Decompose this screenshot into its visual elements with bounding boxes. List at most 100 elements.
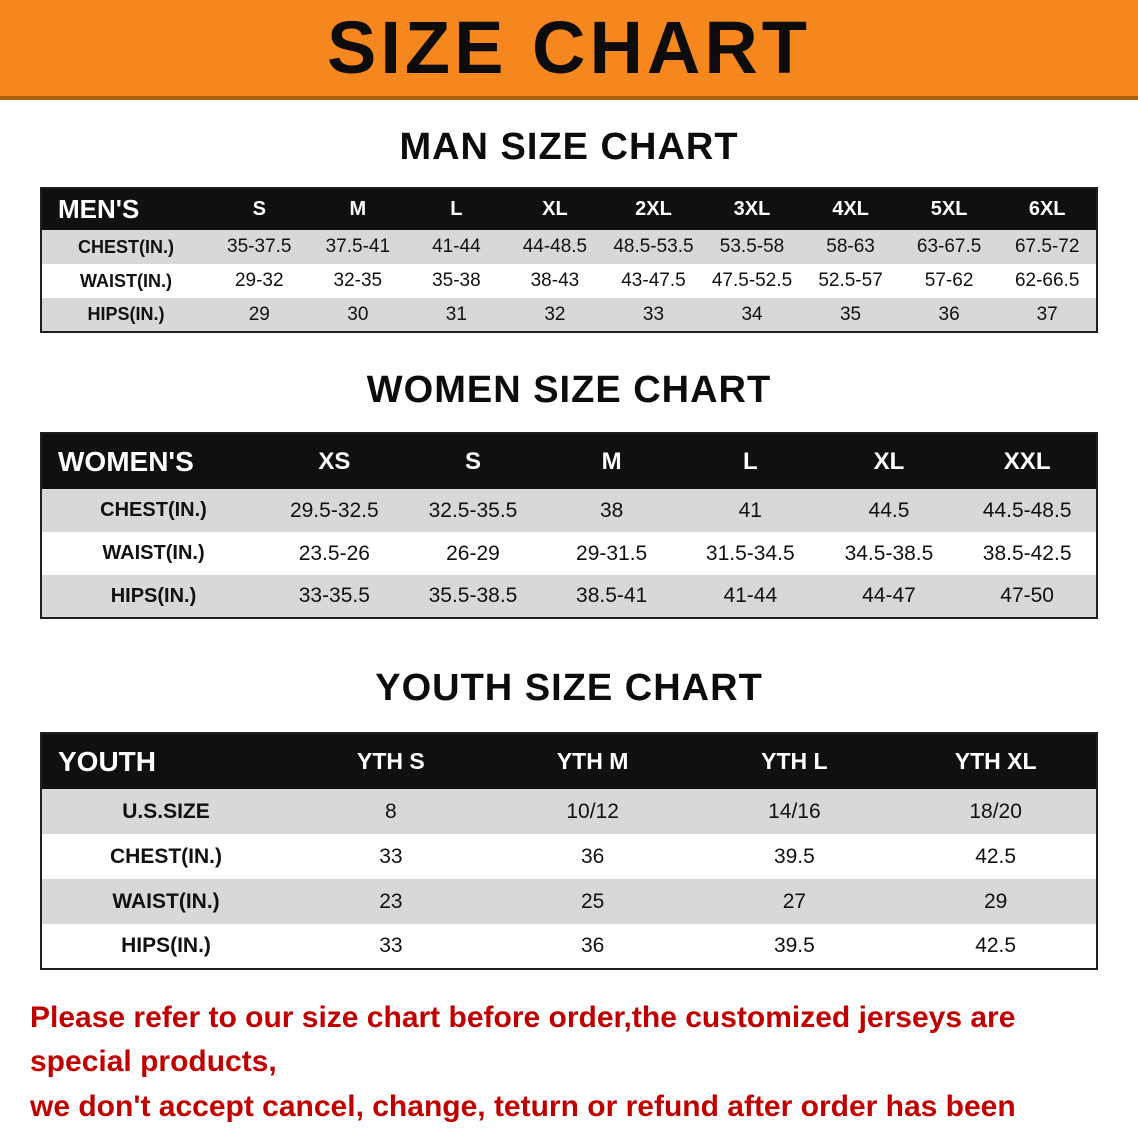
table-cell: 62-66.5 <box>1014 270 1080 291</box>
table-cell: 34.5-38.5 <box>844 541 934 565</box>
row-label: HIPS(IN.) <box>110 584 197 607</box>
table-row: WAIST(IN.) 23 25 27 29 <box>41 879 1097 924</box>
table-row: WAIST(IN.) 29-32 32-35 35-38 38-43 43-47.5 47.… <box>41 264 1097 298</box>
youth-size-table: YOUTH YTH S YTH M YTH L YTH XL U.S.SIZE 8 10/12… <box>40 732 1098 970</box>
column-header: 6XL <box>1028 198 1066 220</box>
column-header: 3XL <box>733 198 771 220</box>
column-header: YTH S <box>357 748 425 774</box>
row-label: CHEST(IN.) <box>78 236 174 257</box>
table-cell: 35-38 <box>432 270 481 291</box>
table-cell: 39.5 <box>773 934 815 957</box>
table-cell: 14/16 <box>768 799 821 823</box>
table-row: WAIST(IN.) 23.5-26 26-29 29-31.5 31.5-34.5 34… <box>41 532 1097 575</box>
table-cell: 47-50 <box>1000 584 1054 607</box>
table-cell: 33 <box>642 303 665 325</box>
section-heading-women: WOMEN SIZE CHART <box>366 369 772 411</box>
table-cell: 29.5-32.5 <box>289 498 379 522</box>
table-row: CHEST(IN.) 29.5-32.5 32.5-35.5 38 41 44.5 44.5… <box>41 489 1097 532</box>
section-heading-men: MAN SIZE CHART <box>399 126 739 168</box>
column-header: S <box>464 447 481 475</box>
table-cell: 57-62 <box>924 270 974 291</box>
table-cell: 31.5-34.5 <box>705 541 795 565</box>
table-cell: 26-29 <box>446 541 500 565</box>
table-cell: 67.5-72 <box>1014 236 1080 257</box>
table-cell: 43-47.5 <box>621 270 686 291</box>
table-cell: 47.5-52.5 <box>711 270 793 291</box>
column-header: L <box>450 198 463 220</box>
table-cell: 53.5-58 <box>719 236 785 257</box>
table-cell: 27 <box>782 889 807 913</box>
table-cell: 32 <box>544 303 566 325</box>
table-cell: 37 <box>1036 303 1058 325</box>
table-row: HIPS(IN.) 29 30 31 32 33 34 35 36 37 <box>41 298 1097 332</box>
header-row: WOMEN'S XS S M L XL XXL <box>41 433 1097 489</box>
banner: SIZE CHART <box>0 0 1138 100</box>
header-row: MEN'S S M L XL 2XL 3XL 4XL 5XL 6XL <box>41 188 1097 230</box>
notice-line-1: Please refer to our size chart before or… <box>30 1001 1016 1078</box>
table-cell: 37.5-41 <box>325 236 391 257</box>
table-cell: 36 <box>580 844 605 868</box>
column-header: XS <box>318 447 351 475</box>
table-cell: 44.5 <box>868 498 910 522</box>
table-cell: 29 <box>248 303 270 325</box>
row-label: WAIST(IN.) <box>102 542 205 564</box>
women-header-label: WOMEN'S <box>58 445 194 477</box>
table-cell: 38-43 <box>530 270 580 291</box>
table-cell: 42.5 <box>975 844 1017 868</box>
table-cell: 23.5-26 <box>298 541 370 565</box>
table-cell: 34 <box>741 303 763 325</box>
table-cell: 29-31.5 <box>576 541 648 565</box>
table-row: CHEST(IN.) 33 36 39.5 42.5 <box>41 834 1097 879</box>
table-cell: 10/12 <box>566 799 619 823</box>
row-label: CHEST(IN.) <box>100 499 207 521</box>
table-cell: 29-32 <box>234 270 284 291</box>
table-cell: 58-63 <box>826 236 875 257</box>
table-cell: 42.5 <box>975 934 1017 957</box>
men-header-label: MEN'S <box>58 194 140 224</box>
row-label: HIPS(IN.) <box>87 304 165 324</box>
table-cell: 32-35 <box>333 270 383 291</box>
women-size-table: WOMEN'S XS S M L XL XXL CHEST(IN.) 29.5-32.5 32.5… <box>40 432 1098 619</box>
row-label: U.S.SIZE <box>122 799 210 823</box>
notice-line-2: we don't accept cancel, change, teturn o… <box>30 1090 1016 1123</box>
table-cell: 63-67.5 <box>916 236 982 257</box>
column-header: L <box>742 447 758 475</box>
table-cell: 35.5-38.5 <box>428 584 518 607</box>
page-title: SIZE CHART <box>327 6 811 89</box>
table-cell: 31 <box>445 303 467 325</box>
table-cell: 32.5-35.5 <box>428 498 518 522</box>
table-cell: 41-44 <box>723 584 778 607</box>
table-cell: 52.5-57 <box>818 270 883 291</box>
row-label: HIPS(IN.) <box>121 934 211 957</box>
men-size-table: MEN'S S M L XL 2XL 3XL 4XL 5XL 6XL CHEST(IN.) 35-37… <box>40 187 1098 333</box>
table-cell: 18/20 <box>969 799 1022 823</box>
table-cell: 35-37.5 <box>227 236 292 257</box>
column-header: YTH L <box>761 748 828 774</box>
column-header: 2XL <box>635 198 672 220</box>
row-label: WAIST(IN.) <box>112 889 220 913</box>
table-cell: 29 <box>983 889 1008 913</box>
footer-notice: Please refer to our size chart before or… <box>30 996 1108 1132</box>
table-cell: 36 <box>580 934 605 957</box>
table-cell: 33 <box>379 844 403 868</box>
column-header: XXL <box>1003 447 1051 475</box>
table-cell: 41 <box>738 498 762 522</box>
column-header: M <box>349 198 367 220</box>
section-men: MAN SIZE CHART MEN'S S M L XL 2XL 3XL 4XL 5XL 6XL… <box>0 100 1138 333</box>
header-row: YOUTH YTH S YTH M YTH L YTH XL <box>41 733 1097 789</box>
table-cell: 30 <box>347 303 369 325</box>
section-youth: YOUTH SIZE CHART YOUTH YTH S YTH M YTH L YTH… <box>0 619 1138 970</box>
table-cell: 33 <box>379 934 403 957</box>
table-cell: 8 <box>385 799 397 823</box>
table-cell: 36 <box>938 303 960 325</box>
row-label: WAIST(IN.) <box>80 270 172 291</box>
column-header: YTH XL <box>954 748 1037 774</box>
table-cell: 38 <box>599 498 624 522</box>
table-cell: 23 <box>379 889 403 913</box>
table-cell: 33-35.5 <box>298 584 370 607</box>
row-label: CHEST(IN.) <box>110 844 222 868</box>
table-cell: 38.5-41 <box>576 584 648 607</box>
column-header: S <box>252 198 266 220</box>
column-header: XL <box>542 198 568 220</box>
